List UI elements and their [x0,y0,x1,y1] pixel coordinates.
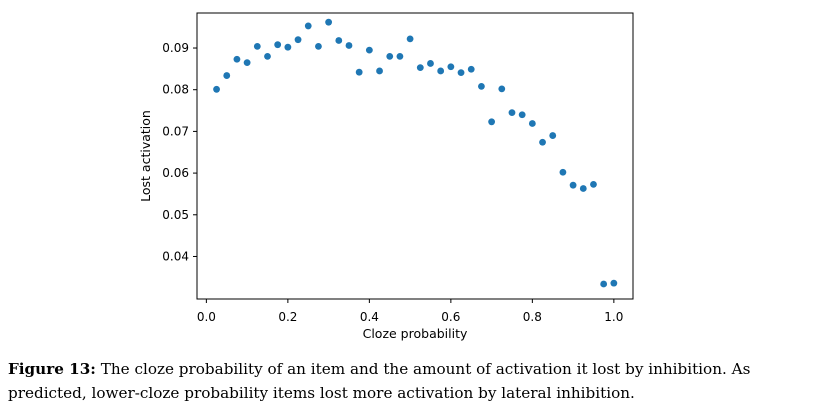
data-point [549,132,557,139]
data-point [569,181,577,189]
data-point [488,118,496,126]
data-point [600,280,608,288]
data-point [467,65,475,73]
data-point [294,36,302,44]
data-point [376,67,383,75]
data-point [243,59,251,67]
data-point [325,18,333,26]
data-point [365,46,373,54]
data-point [610,279,618,287]
x-tick-label: 0.0 [197,310,216,324]
y-tick-label: 0.08 [162,83,189,97]
data-point [427,60,434,67]
data-point [396,52,404,60]
data-point [304,22,312,30]
x-axis-ticks: 0.0 0.2 0.4 0.6 0.8 1.0 [197,299,623,324]
data-point [457,69,465,77]
y-tick-label: 0.09 [162,41,189,55]
data-point [437,67,445,75]
x-tick-label: 0.4 [360,310,379,324]
data-point [345,42,353,49]
data-point [590,180,597,188]
data-point [478,82,485,90]
data-point [335,37,343,44]
x-tick-label: 0.8 [523,310,542,324]
x-tick-label: 0.6 [441,310,460,324]
data-point [213,85,220,93]
data-point [355,68,363,76]
caption-label: Figure 13: [8,360,96,378]
data-point [223,72,231,79]
y-tick-label: 0.05 [162,208,189,222]
data-point [284,43,292,51]
data-point [274,41,282,49]
x-tick-label: 1.0 [604,310,623,324]
data-point [559,168,567,176]
data-points [213,18,618,288]
data-point [406,35,414,43]
data-point [315,42,322,50]
y-tick-label: 0.07 [162,124,189,138]
data-point [579,185,587,192]
figure-caption: Figure 13: The cloze probability of an i… [8,357,814,405]
x-axis-label: Cloze probability [363,326,468,341]
x-tick-label: 0.2 [278,310,297,324]
data-point [508,109,516,117]
data-point [528,120,536,127]
data-point [518,111,526,119]
y-tick-label: 0.06 [162,166,189,180]
data-point [233,55,241,63]
data-point [416,64,424,72]
plot-frame [196,12,634,300]
data-point [386,52,394,60]
y-tick-label: 0.04 [162,249,189,263]
caption-text: The cloze probability of an item and the… [8,360,751,402]
data-point [264,52,271,60]
plot-area [197,13,633,299]
data-point [539,138,546,146]
y-axis-ticks: 0.04 0.05 0.06 0.07 0.08 0.09 [162,41,197,263]
scatter-chart: 0.0 0.2 0.4 0.6 0.8 1.0 0.040.050.060.070.080… [138,12,634,341]
data-point [447,63,455,71]
data-point [498,85,506,93]
data-point [253,42,261,50]
y-axis-label: Lost activation [138,110,153,202]
